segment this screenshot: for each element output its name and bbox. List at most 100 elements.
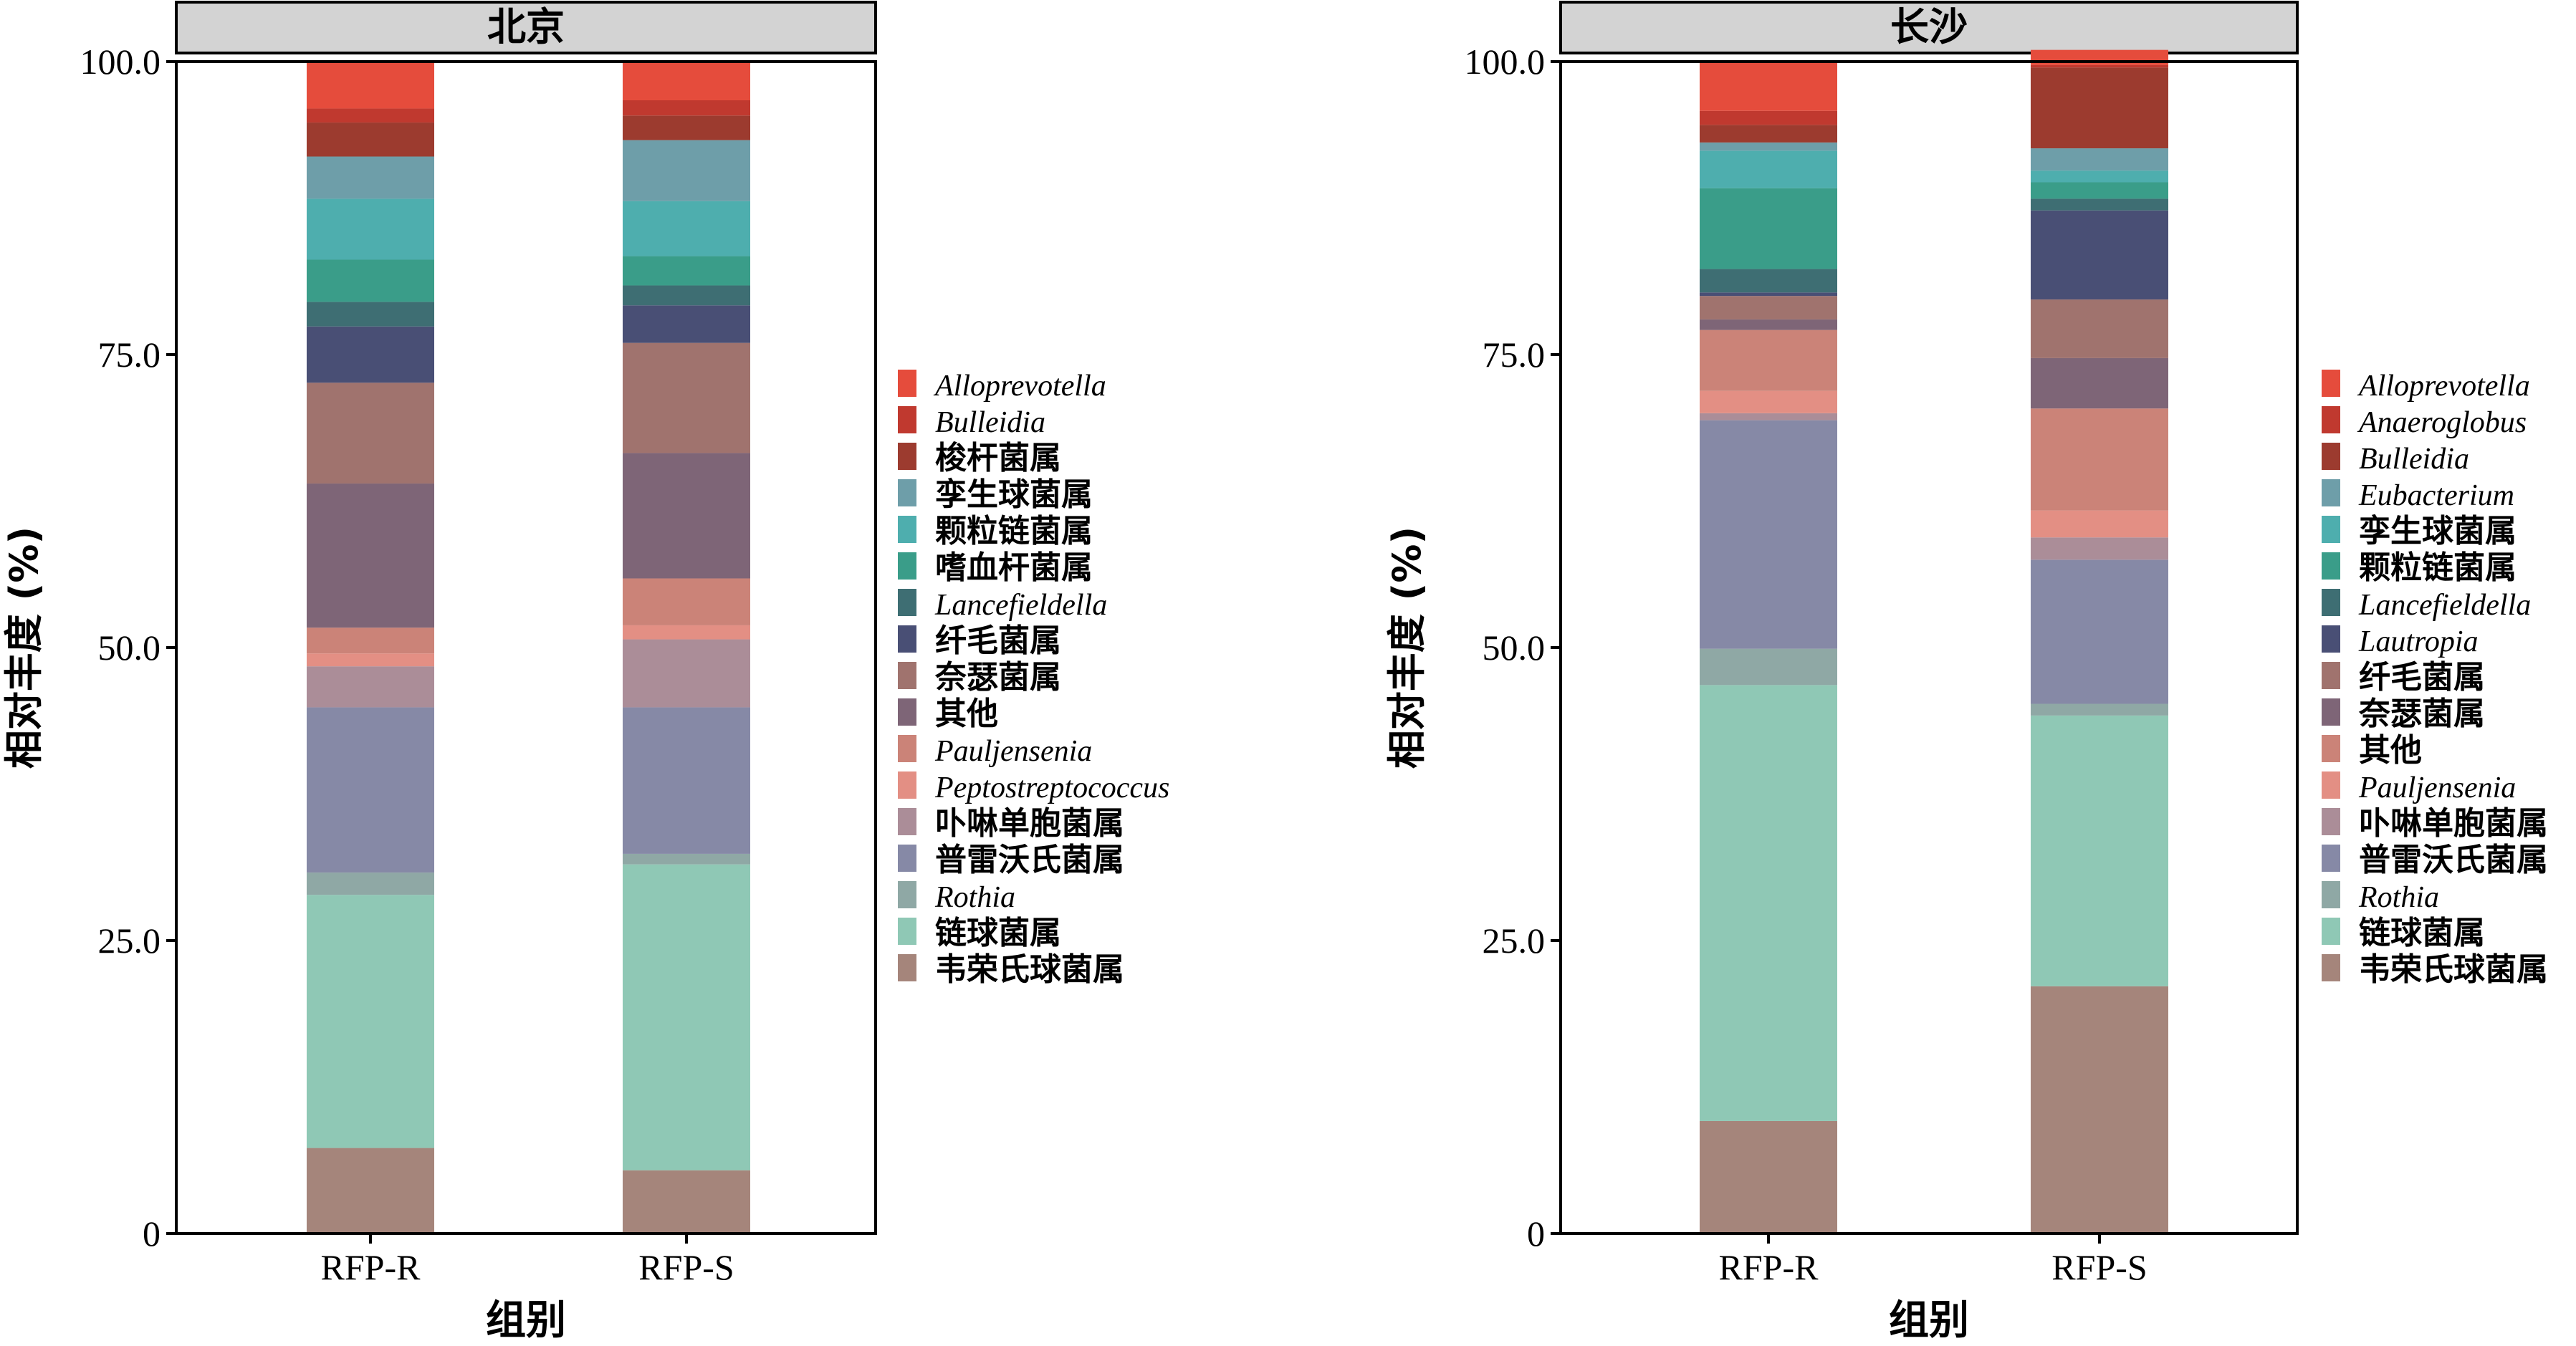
legend-label: Anaeroglobus [2357,406,2527,439]
legend-label: 普雷沃氏菌属 [935,842,1124,878]
legend-label: 卟啉单胞菌属 [2359,805,2548,842]
legend-swatch [898,516,916,543]
legend-swatch [898,443,916,470]
legend-label: Alloprevotella [2357,370,2530,403]
legend-swatch [898,479,916,506]
legend-label: 韦荣氏球菌属 [935,951,1124,988]
legend-swatch [2322,662,2340,689]
legend-swatch [2322,808,2340,835]
bar-segment [2031,67,2168,149]
plot-frame [175,60,877,1235]
legend-label: 颗粒链菌属 [2359,549,2517,586]
legend-swatch [2322,881,2340,908]
bar-segment [307,62,434,109]
legend-label: Lancefieldella [934,589,1107,622]
legend-swatch [2322,918,2340,945]
bar-segment [2031,170,2168,183]
legend-label: Bulleidia [935,406,1045,439]
legend-label: Pauljensenia [934,735,1092,768]
y-axis-title: 相对丰度 (%) [1,527,47,769]
legend-swatch [2322,516,2340,543]
y-tick-label: 0 [143,1213,161,1254]
legend-swatch [2322,406,2340,433]
legend-swatch [898,406,916,433]
bar-segment [2031,64,2168,68]
bar-segment [623,1170,750,1234]
legend-label: 孪生球菌属 [935,476,1093,513]
bar-segment [623,853,750,865]
bar-segment [623,100,750,116]
panel-title-strip [175,1,877,54]
legend-label: 链球菌属 [2359,915,2485,951]
bar-segment [1700,420,1837,649]
bar-segment [1700,110,1837,125]
bar-segment [307,198,434,260]
bar-segment [623,453,750,579]
legend-label: Alloprevotella [933,370,1106,403]
legend-swatch [898,698,916,726]
y-tick-label: 100.0 [1465,42,1546,82]
bar-segment [1700,648,1837,686]
y-tick-label: 25.0 [98,920,161,961]
bar-segment [1700,413,1837,420]
x-tick-label: RFP-R [321,1247,421,1287]
bar-segment [1700,269,1837,293]
y-tick-label: 75.0 [1483,335,1546,375]
chart-panel-1: 长沙 RFP-R RFP-S 0 25.0 50.0 75.0 100.0 组别 相对丰度 (%)… [1384,1,2548,1344]
bar-segment [2031,198,2168,211]
bar-segment [307,895,434,1148]
bar-segment [2031,715,2168,986]
legend-label: 卟啉单胞菌属 [935,805,1124,842]
bar-segment [623,201,750,256]
y-tick-label: 75.0 [98,335,161,375]
legend: AlloprevotellaBulleidia梭杆菌属孪生球菌属颗粒链菌属嗜血杆… [898,370,1169,988]
legend-swatch [898,370,916,397]
legend-label: 奈瑟菌属 [934,659,1061,696]
legend-swatch [898,808,916,835]
bar-segment [2031,210,2168,300]
legend-swatch [898,954,916,981]
legend-label: 嗜血杆菌属 [935,549,1093,586]
legend-swatch [898,771,916,799]
bar-segment [1700,125,1837,143]
legend-label: 颗粒链菌属 [935,513,1093,549]
bar-segment [1700,150,1837,188]
legend-label: Rothia [934,881,1015,914]
legend-label: Peptostreptococcus [934,771,1169,804]
chart-panel-0: 北京 RFP-R RFP-S 0 25.0 50.0 75.0 100.0 组别 相对丰度 (%)… [1,1,1169,1344]
y-tick-label: 25.0 [1483,920,1546,961]
legend-swatch [2322,589,2340,616]
bar-segment [623,864,750,1170]
bar-segment [623,625,750,640]
bar-segment [307,666,434,708]
legend-swatch [2322,698,2340,726]
y-tick-label: 50.0 [98,628,161,668]
bar-segment [623,342,750,453]
bar-segment [307,1148,434,1234]
bar-segment [2031,408,2168,511]
legend-label: 奈瑟菌属 [2358,696,2485,732]
x-tick-label: RFP-S [638,1247,734,1287]
bar-segment [307,122,434,157]
legend-label: 其他 [2359,732,2422,769]
panel-title: 北京 [487,4,565,49]
legend-label: Pauljensenia [2358,771,2516,804]
bar-segment [307,326,434,383]
legend-label: Bulleidia [2359,443,2469,476]
legend-label: Lancefieldella [2358,589,2531,622]
x-tick-label: RFP-S [2051,1247,2147,1287]
bar-segment [2031,148,2168,171]
bar-segment [2031,986,2168,1234]
legend-swatch [2322,479,2340,506]
bar-segment [2031,299,2168,358]
legend-label: Rothia [2358,881,2439,914]
bar-segment [623,578,750,625]
y-tick-label: 0 [1527,1213,1545,1254]
bar-segment [307,108,434,123]
legend-swatch [2322,954,2340,981]
legend-label: 普雷沃氏菌属 [2359,842,2548,878]
bar-segment [307,653,434,667]
bar-segment [1700,685,1837,1121]
bar-segment [1700,390,1837,413]
